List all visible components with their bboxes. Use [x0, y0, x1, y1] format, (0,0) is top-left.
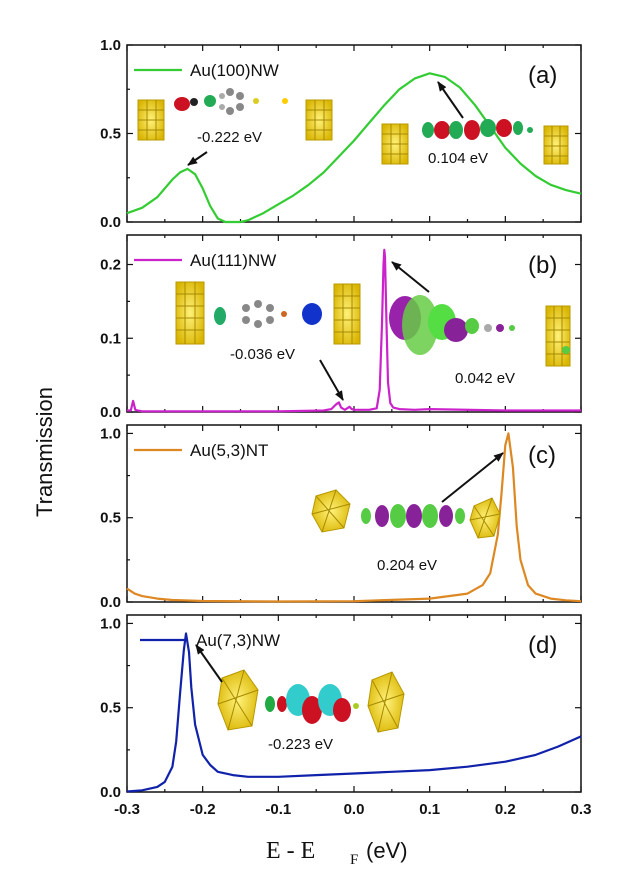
y-tick-label: 0.0	[100, 404, 121, 421]
orbital-image-c	[311, 489, 501, 539]
arrow-b-left	[319, 359, 344, 401]
arrow-b-right	[391, 261, 430, 293]
panel-d: 0.0 0.5 1.0 Au(7,3)NW (d)	[100, 614, 582, 801]
y-tick-label: 0.0	[100, 594, 121, 611]
legend-label: Au(100)NW	[190, 61, 279, 80]
arrow-d	[195, 644, 223, 683]
arrow-a-right	[437, 81, 464, 119]
y-axis-title: Transmission	[32, 387, 57, 517]
y-tick-label: 0.0	[100, 784, 121, 801]
energy-label-d: -0.223 eV	[268, 736, 333, 753]
series-line	[126, 72, 582, 224]
y-tick-label: 0.2	[100, 257, 121, 274]
legend-label: Au(5,3)NT	[190, 441, 268, 460]
y-tick-label: 0.5	[100, 700, 121, 717]
panel-letter: (d)	[528, 632, 557, 659]
arrow-a-left	[187, 151, 208, 166]
x-tick-label: -0.2	[190, 801, 216, 818]
panel-c: 0.0 0.5 1.0 Au(5,3)NT (c)	[100, 424, 582, 611]
x-axis-title: E - E F (eV)	[266, 838, 408, 868]
legend-label: Au(111)NW	[190, 251, 276, 270]
panel-b: 0.0 0.1 0.2 Au(111)NW (b)	[100, 234, 582, 421]
orbital-image-d	[217, 669, 405, 733]
x-tick-label: 0.3	[571, 801, 592, 818]
x-tick-label: 0.1	[419, 801, 440, 818]
y-tick-label: 0.0	[100, 214, 121, 231]
series-line	[126, 432, 582, 603]
panel-letter: (b)	[528, 252, 557, 279]
series-line	[127, 248, 581, 413]
x-tick-label: -0.1	[265, 801, 291, 818]
orbital-image-b-right	[389, 295, 571, 367]
y-tick-label: 1.0	[100, 37, 121, 54]
x-axis-title-unit: (eV)	[366, 838, 408, 863]
arrow-c	[441, 452, 504, 503]
y-tick-label: 1.0	[100, 615, 121, 632]
panel-letter: (c)	[528, 442, 556, 469]
energy-label-a-left: -0.222 eV	[197, 129, 262, 146]
energy-label-b-left: -0.036 eV	[230, 346, 295, 363]
y-tick-label: 0.5	[100, 510, 121, 527]
energy-label-a-right: 0.104 eV	[428, 150, 488, 167]
x-axis-title-main: E - E	[266, 838, 315, 864]
annotation-arrows	[187, 81, 504, 683]
y-tick-label: 0.1	[100, 330, 121, 347]
x-tick-label: 0.2	[495, 801, 516, 818]
x-tick-labels: -0.3 -0.2 -0.1 0.0 0.1 0.2 0.3	[114, 801, 591, 818]
orbital-image-b-left	[175, 281, 361, 345]
x-axis-title-sub: F	[350, 852, 358, 868]
energy-label-c: 0.204 eV	[377, 557, 437, 574]
orbital-image-a-right	[381, 119, 569, 165]
y-tick-label: 1.0	[100, 425, 121, 442]
energy-labels: -0.222 eV 0.104 eV -0.036 eV 0.042 eV 0.…	[197, 129, 515, 753]
y-tick-label: 0.5	[100, 126, 121, 143]
x-tick-label: 0.0	[344, 801, 365, 818]
orbital-image-a-left	[137, 88, 333, 141]
x-tick-label: -0.3	[114, 801, 140, 818]
series-line	[126, 632, 582, 793]
legend-label: Au(7,3)NW	[196, 631, 280, 650]
energy-label-b-right: 0.042 eV	[455, 370, 515, 387]
panel-letter: (a)	[528, 62, 557, 89]
